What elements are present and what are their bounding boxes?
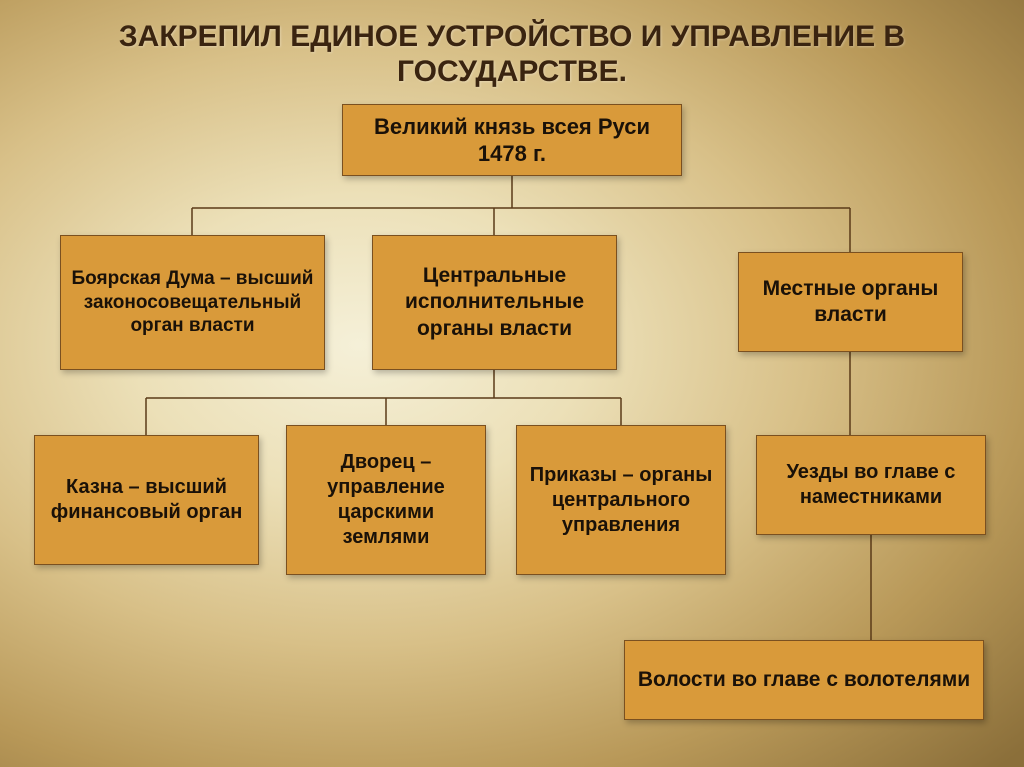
node-local: Местные органы власти	[738, 252, 963, 352]
node-root: Великий князь всея Руси 1478 г.	[342, 104, 682, 176]
node-central: Центральные исполнительные органы власти	[372, 235, 617, 370]
diagram-title: ЗАКРЕПИЛ ЕДИНОЕ УСТРОЙСТВО И УПРАВЛЕНИЕ …	[0, 20, 1024, 89]
node-volosti: Волости во главе с волотелями	[624, 640, 984, 720]
node-dvorec: Дворец – управление царскими землями	[286, 425, 486, 575]
node-uezdy: Уезды во главе с наместниками	[756, 435, 986, 535]
node-duma: Боярская Дума – высший законосовещательн…	[60, 235, 325, 370]
node-prikazy: Приказы – органы центрального управления	[516, 425, 726, 575]
node-kazna: Казна – высший финансовый орган	[34, 435, 259, 565]
